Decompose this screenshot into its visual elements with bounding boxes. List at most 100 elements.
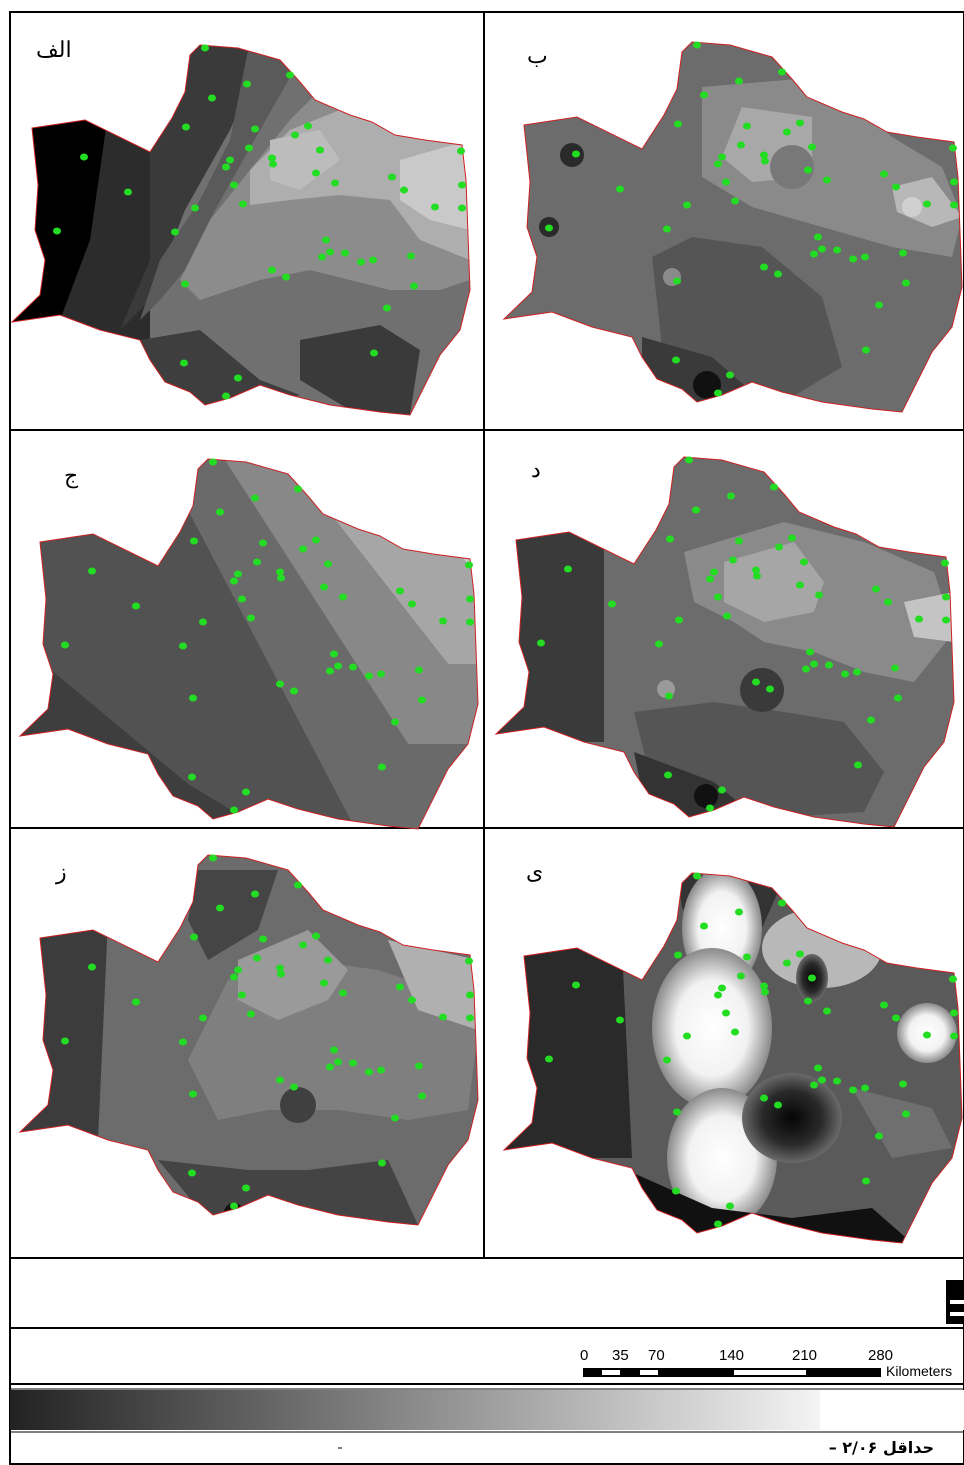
station-dot [230, 806, 238, 814]
station-dot [318, 253, 326, 261]
station-dot [268, 154, 276, 162]
station-dot [189, 1090, 197, 1098]
station-dot [564, 565, 572, 573]
station-dot [365, 672, 373, 680]
station-dot [465, 957, 473, 965]
station-dot [331, 179, 339, 187]
station-dot [230, 973, 238, 981]
station-dot [683, 1032, 691, 1040]
station-dot [902, 1110, 910, 1118]
station-dot [714, 160, 722, 168]
station-dot [692, 506, 700, 514]
station-dot [408, 996, 416, 1004]
panel-label-jim: ج [64, 464, 79, 489]
scale-bar [583, 1368, 881, 1377]
station-dot [357, 258, 365, 266]
station-dot [802, 665, 810, 673]
station-dot [753, 572, 761, 580]
station-dot [349, 1059, 357, 1067]
station-dot [572, 981, 580, 989]
station-dot [188, 773, 196, 781]
station-dot [718, 984, 726, 992]
station-dot [189, 694, 197, 702]
station-dot [833, 246, 841, 254]
station-dot [942, 593, 950, 601]
station-dot [706, 575, 714, 583]
station-dot [190, 933, 198, 941]
scale-tick-210: 210 [792, 1347, 818, 1364]
station-dot [902, 279, 910, 287]
station-dot [259, 539, 267, 547]
station-dot [377, 1066, 385, 1074]
station-dot [276, 1076, 284, 1084]
station-dot [400, 186, 408, 194]
station-dot [814, 1064, 822, 1072]
station-dot [849, 255, 857, 263]
station-dot [760, 982, 768, 990]
station-dot [234, 966, 242, 974]
station-dot [693, 41, 701, 49]
station-dot [277, 970, 285, 978]
station-dot [726, 371, 734, 379]
station-dot [714, 1220, 722, 1228]
map-panel-alef [11, 44, 471, 416]
scale-tick-140: 140 [719, 1347, 745, 1364]
station-dot [320, 583, 328, 591]
station-dot [853, 668, 861, 676]
outer-frame [9, 11, 964, 1465]
station-dot [339, 593, 347, 601]
station-dot [814, 233, 822, 241]
station-dot [378, 1159, 386, 1167]
station-dot [276, 568, 284, 576]
station-dot [880, 1001, 888, 1009]
station-dot [796, 950, 804, 958]
scale-tick-0: 0 [580, 1347, 589, 1364]
station-dot [418, 1092, 426, 1100]
station-dot [439, 617, 447, 625]
station-dot [735, 537, 743, 545]
station-dot [294, 485, 302, 493]
station-dot [251, 125, 259, 133]
station-dot [731, 197, 739, 205]
scale-unit: Kilometers [886, 1363, 953, 1379]
station-dot [320, 979, 328, 987]
station-dot [949, 144, 957, 152]
station-dot [339, 989, 347, 997]
station-dot [718, 153, 726, 161]
station-dot [663, 1056, 671, 1064]
station-dot [132, 998, 140, 1006]
station-dot [810, 1081, 818, 1089]
station-dot [238, 595, 246, 603]
station-dot [80, 153, 88, 161]
station-dot [841, 670, 849, 678]
station-dot [239, 200, 247, 208]
station-dot [326, 667, 334, 675]
station-dot [735, 908, 743, 916]
station-dot [849, 1086, 857, 1094]
station-dot [672, 356, 680, 364]
station-dot [760, 263, 768, 271]
station-dot [334, 662, 342, 670]
station-dot [388, 173, 396, 181]
station-dot [234, 570, 242, 578]
station-dot [743, 953, 751, 961]
station-dot [714, 389, 722, 397]
station-dot [731, 1028, 739, 1036]
station-dot [833, 1077, 841, 1085]
station-dot [752, 566, 760, 574]
station-dot [735, 77, 743, 85]
station-dot [238, 991, 246, 999]
station-dot [804, 166, 812, 174]
station-dot [269, 160, 277, 168]
scale-tick-70: 70 [648, 1347, 665, 1364]
map-panel-be [503, 41, 963, 413]
station-dot [862, 346, 870, 354]
station-dot [674, 951, 682, 959]
station-dot [760, 151, 768, 159]
station-dot [132, 602, 140, 610]
station-dot [251, 890, 259, 898]
station-dot [867, 716, 875, 724]
station-dot [294, 881, 302, 889]
station-dot [760, 1094, 768, 1102]
station-dot [299, 941, 307, 949]
